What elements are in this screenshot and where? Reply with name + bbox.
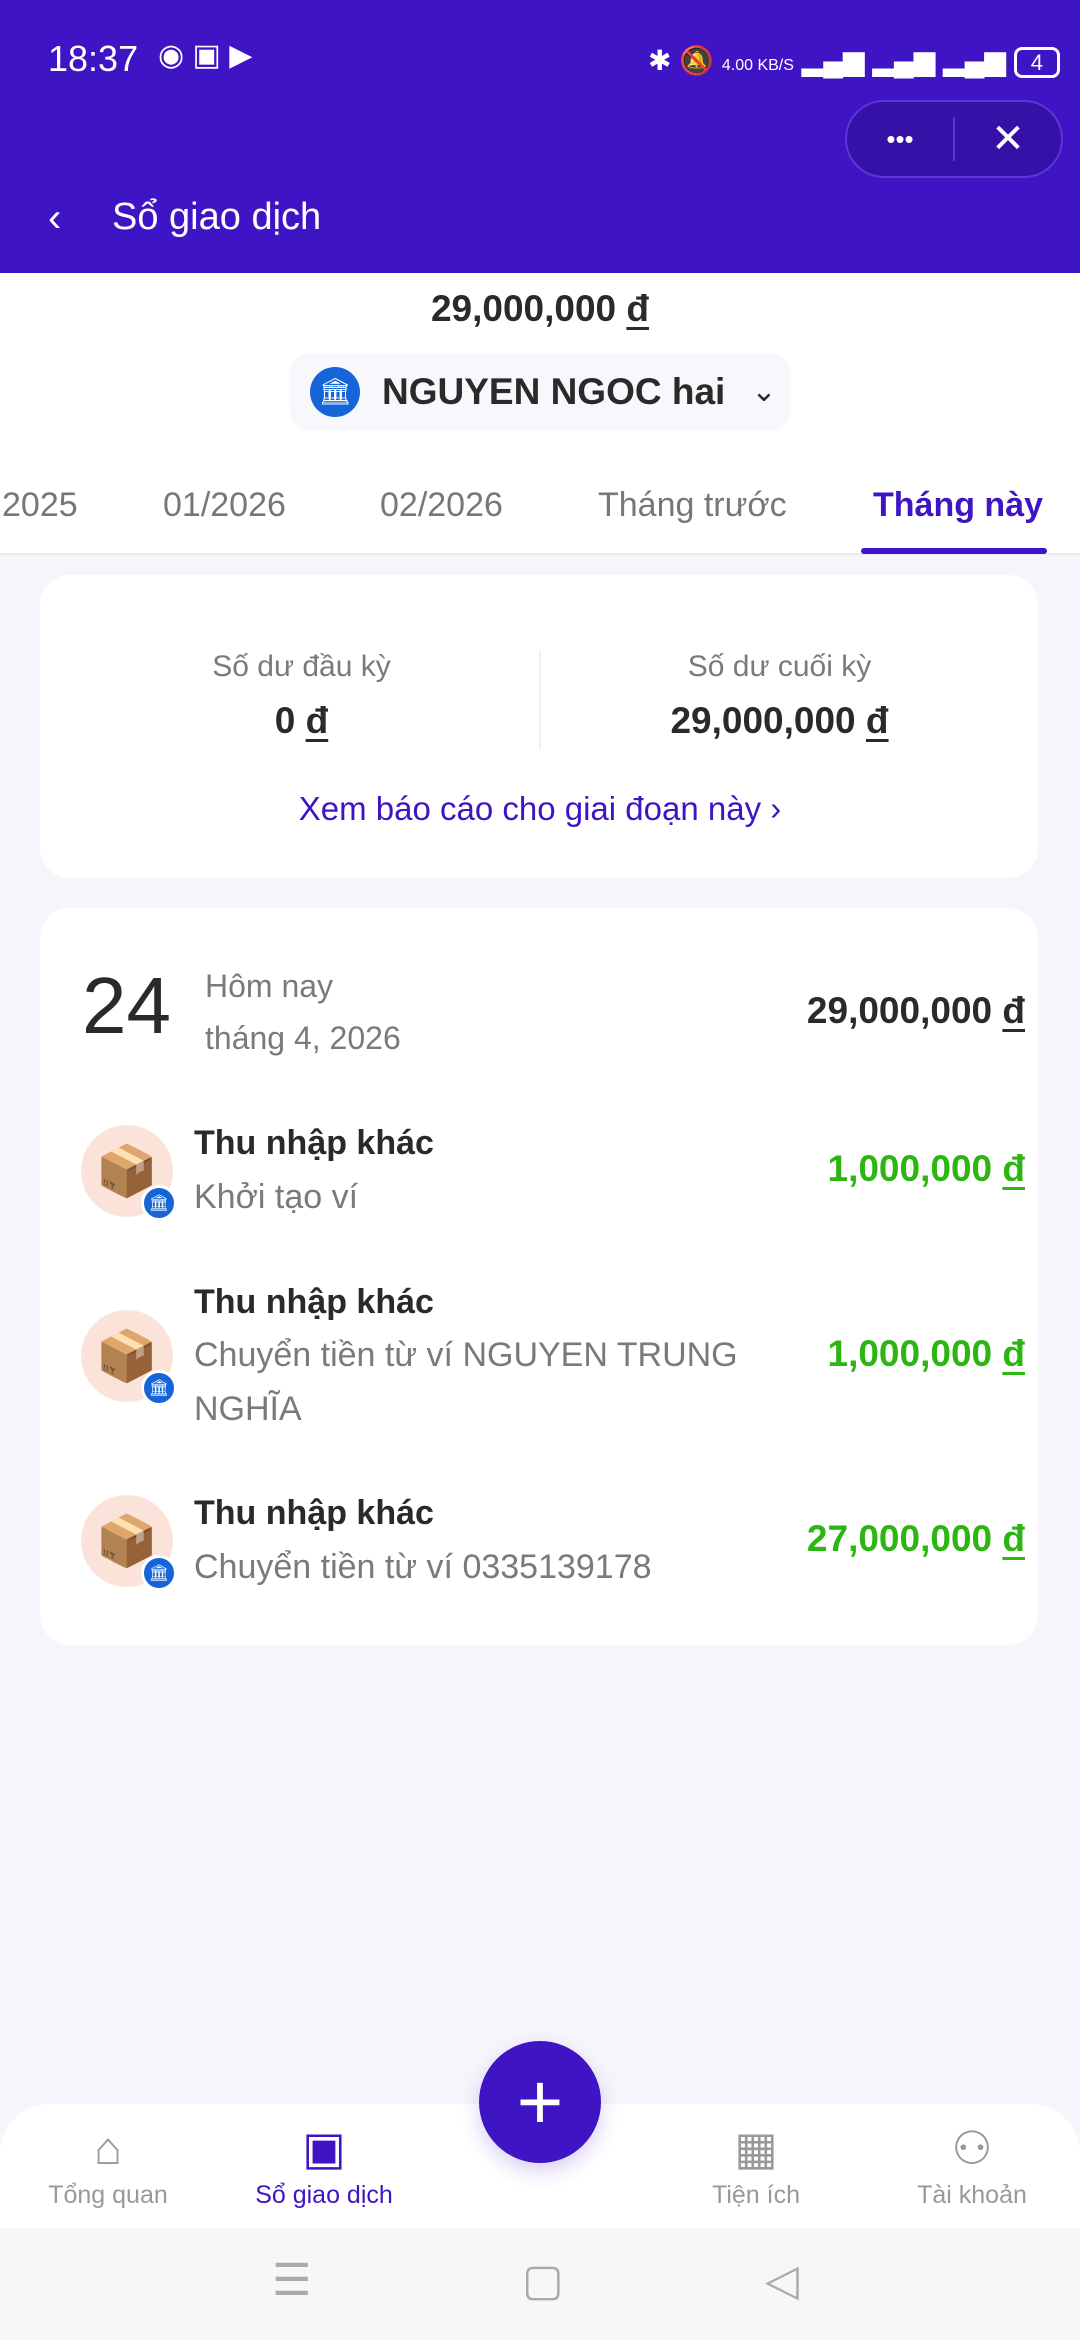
system-nav-bar	[0, 2228, 1080, 2340]
currency: đ	[1002, 990, 1025, 1031]
transaction-row[interactable]: 📦 🏛	[81, 1495, 181, 1595]
bank-icon: 🏛	[141, 1370, 177, 1406]
user-icon: ⚇	[951, 2122, 993, 2174]
close-button[interactable]: ✕	[991, 117, 1025, 161]
currency: đ	[305, 700, 329, 741]
transaction-amount: 1,000,000 đ	[828, 1148, 1026, 1190]
period-tabs	[0, 440, 1080, 555]
nav-overview[interactable]: ⌂ Tổng quan	[0, 2115, 216, 2210]
plus-icon: +	[516, 2057, 564, 2146]
currency: đ	[626, 288, 650, 329]
back-button[interactable]: ‹	[48, 196, 62, 240]
nav-label: Tổng quan	[48, 2181, 168, 2209]
system-status-icons: ✱ 🔕 4.00 KB/S ▂▄▆ ▂▄▆ ▂▄▆ 4	[648, 44, 1060, 78]
amount: 27,000,000	[806, 1518, 993, 1559]
nav-utilities[interactable]: ▦ Tiện ích	[648, 2115, 864, 2210]
bank-icon: 🏛	[141, 1185, 177, 1221]
transaction-amount: 1,000,000 đ	[828, 1333, 1026, 1375]
tab-02-2026[interactable]: 02/2026	[380, 486, 503, 524]
status-time: 18:37	[48, 38, 139, 79]
grid-icon: ▦	[734, 2122, 778, 2174]
notification-icons: ◉ ▣ ▶	[158, 39, 253, 72]
transaction-category: Thu nhập khác	[194, 1283, 434, 1321]
view-report-link[interactable]: Xem báo cáo cho giai đoạn này ›	[0, 790, 1080, 828]
amount: 1,000,000	[827, 1148, 993, 1189]
transaction-amount: 27,000,000 đ	[807, 1518, 1025, 1560]
amount: 29,000,000	[806, 990, 993, 1031]
nav-account[interactable]: ⚇ Tài khoản	[864, 2115, 1080, 2210]
day-number: 24	[82, 961, 171, 1050]
back-nav-button[interactable]: ◁	[765, 2256, 799, 2305]
add-transaction-button[interactable]: +	[479, 2041, 601, 2163]
day-month: tháng 4, 2026	[205, 1020, 401, 1056]
account-selector[interactable]: 🏛 NGUYEN NGOC hai ⌄	[290, 353, 790, 430]
amount: 29,000,000	[670, 700, 856, 741]
day-total: 29,000,000 đ	[807, 990, 1025, 1032]
amount: 0	[274, 700, 296, 741]
nav-label: Tiện ích	[711, 2181, 800, 2209]
tab-last-month[interactable]: Tháng trước	[598, 486, 787, 524]
bank-icon: 🏛	[141, 1555, 177, 1591]
transaction-category: Thu nhập khác	[194, 1494, 434, 1532]
more-button[interactable]: •••	[886, 123, 914, 154]
closing-balance-label: Số dư cuối kỳ	[687, 650, 872, 683]
bank-icon: 🏛	[310, 366, 360, 417]
transaction-row[interactable]: 📦 🏛	[81, 1310, 181, 1410]
transaction-row[interactable]: 📦 🏛	[81, 1125, 181, 1225]
opening-balance-label: Số dư đầu kỳ	[212, 650, 391, 683]
nav-transactions[interactable]: ▣ Sổ giao dịch	[216, 2115, 432, 2210]
home-icon: ⌂	[94, 2122, 122, 2174]
opening-balance-value: 0 đ	[52, 700, 551, 742]
wallet-icon: ▣	[302, 2122, 346, 2174]
divider	[953, 117, 955, 161]
tab-this-month[interactable]: Tháng này	[873, 486, 1044, 524]
currency: đ	[1002, 1148, 1025, 1189]
network-speed: 4.00 KB/S	[721, 57, 794, 74]
balance-amount: 29,000,000	[430, 288, 617, 329]
page-title: Sổ giao dịch	[112, 196, 322, 238]
battery-icon: 4	[1013, 47, 1060, 78]
account-name: NGUYEN NGOC hai	[382, 370, 726, 412]
day-transactions-card	[40, 908, 1038, 1645]
transaction-category: Thu nhập khác	[194, 1124, 434, 1162]
nav-label: Tài khoản	[917, 2181, 1027, 2209]
nav-label: Sổ giao dịch	[255, 2181, 393, 2209]
report-link-label: Xem báo cáo cho giai đoạn này	[298, 790, 762, 827]
day-relative: Hôm nay	[205, 968, 334, 1004]
divider	[539, 650, 541, 750]
closing-balance-value: 29,000,000 đ	[530, 700, 1029, 742]
amount: 1,000,000	[827, 1333, 993, 1374]
total-balance: 29,000,000 đ	[0, 288, 1080, 330]
home-button[interactable]: ▢	[522, 2256, 564, 2305]
transaction-note: Chuyển tiền từ ví 0335139178	[194, 1548, 652, 1586]
miniapp-controls: ••• ✕	[845, 100, 1063, 178]
active-tab-indicator	[861, 548, 1047, 554]
currency: đ	[865, 700, 889, 741]
recents-button[interactable]: ☰	[272, 2256, 312, 2305]
tab-2025[interactable]: 2025	[2, 486, 78, 524]
chevron-right-icon: ›	[770, 790, 782, 827]
currency: đ	[1002, 1518, 1025, 1559]
tab-01-2026[interactable]: 01/2026	[163, 486, 286, 524]
transaction-note: Chuyển tiền từ ví NGUYEN TRUNG NGHĨA	[194, 1336, 738, 1428]
chevron-down-icon: ⌄	[751, 375, 777, 408]
currency: đ	[1002, 1333, 1025, 1374]
transaction-note: Khởi tạo ví	[194, 1178, 359, 1216]
